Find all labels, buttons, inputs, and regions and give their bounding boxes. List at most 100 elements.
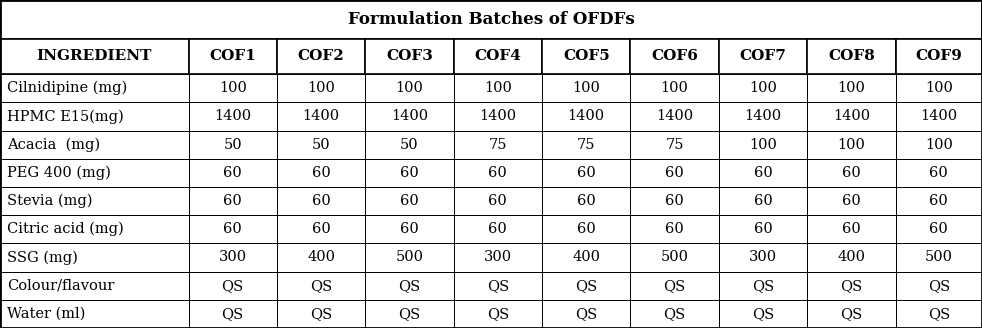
- Bar: [896, 272, 982, 300]
- Bar: [277, 187, 365, 215]
- Bar: [719, 300, 807, 328]
- Text: 100: 100: [573, 81, 600, 95]
- Text: Acacia  (mg): Acacia (mg): [7, 137, 100, 152]
- Bar: [807, 243, 896, 272]
- Bar: [896, 39, 982, 74]
- Text: COF2: COF2: [298, 50, 345, 63]
- Text: 60: 60: [576, 166, 596, 180]
- Bar: [896, 243, 982, 272]
- Text: QS: QS: [310, 279, 332, 293]
- Text: 60: 60: [576, 222, 596, 236]
- Text: 60: 60: [488, 166, 508, 180]
- Text: 60: 60: [929, 166, 949, 180]
- Text: 100: 100: [396, 81, 423, 95]
- Bar: [0, 131, 189, 159]
- Bar: [189, 74, 277, 102]
- Bar: [189, 243, 277, 272]
- Bar: [277, 39, 365, 74]
- Text: COF6: COF6: [651, 50, 698, 63]
- Text: 60: 60: [842, 194, 861, 208]
- Text: QS: QS: [222, 307, 244, 321]
- Bar: [807, 300, 896, 328]
- Bar: [365, 187, 454, 215]
- Text: 500: 500: [661, 251, 688, 264]
- Text: 300: 300: [219, 251, 246, 264]
- Text: QS: QS: [664, 307, 685, 321]
- Text: 60: 60: [929, 194, 949, 208]
- Bar: [365, 159, 454, 187]
- Bar: [807, 187, 896, 215]
- Bar: [0, 300, 189, 328]
- Bar: [630, 243, 719, 272]
- Text: QS: QS: [841, 307, 862, 321]
- Text: 60: 60: [929, 222, 949, 236]
- Bar: [542, 243, 630, 272]
- Bar: [542, 159, 630, 187]
- Bar: [0, 243, 189, 272]
- Text: 60: 60: [842, 222, 861, 236]
- Bar: [365, 243, 454, 272]
- Text: 100: 100: [838, 81, 865, 95]
- Bar: [542, 74, 630, 102]
- Text: 100: 100: [749, 138, 777, 152]
- Text: COF4: COF4: [474, 50, 521, 63]
- Bar: [896, 102, 982, 131]
- Bar: [719, 102, 807, 131]
- Text: 60: 60: [311, 222, 331, 236]
- Text: QS: QS: [487, 307, 509, 321]
- Bar: [719, 215, 807, 243]
- Text: Formulation Batches of OFDFs: Formulation Batches of OFDFs: [348, 11, 634, 28]
- Text: 400: 400: [307, 251, 335, 264]
- Bar: [542, 39, 630, 74]
- Text: QS: QS: [310, 307, 332, 321]
- Bar: [542, 102, 630, 131]
- Bar: [0, 0, 982, 39]
- Text: 60: 60: [223, 166, 243, 180]
- Text: QS: QS: [928, 279, 950, 293]
- Text: QS: QS: [841, 279, 862, 293]
- Text: COF9: COF9: [915, 50, 962, 63]
- Bar: [454, 187, 542, 215]
- Text: 400: 400: [573, 251, 600, 264]
- Text: HPMC E15(mg): HPMC E15(mg): [7, 109, 124, 124]
- Bar: [896, 159, 982, 187]
- Text: 500: 500: [925, 251, 953, 264]
- Bar: [0, 272, 189, 300]
- Bar: [630, 159, 719, 187]
- Text: QS: QS: [487, 279, 509, 293]
- Text: 60: 60: [665, 222, 684, 236]
- Text: 1400: 1400: [391, 110, 428, 123]
- Bar: [896, 187, 982, 215]
- Bar: [277, 159, 365, 187]
- Text: 1400: 1400: [568, 110, 605, 123]
- Text: COF1: COF1: [209, 50, 256, 63]
- Bar: [542, 131, 630, 159]
- Text: 100: 100: [838, 138, 865, 152]
- Text: 60: 60: [576, 194, 596, 208]
- Text: 100: 100: [925, 81, 953, 95]
- Bar: [365, 39, 454, 74]
- Bar: [630, 74, 719, 102]
- Bar: [0, 102, 189, 131]
- Bar: [807, 102, 896, 131]
- Bar: [0, 159, 189, 187]
- Text: 50: 50: [224, 138, 242, 152]
- Text: 60: 60: [223, 222, 243, 236]
- Bar: [189, 131, 277, 159]
- Text: Colour/flavour: Colour/flavour: [7, 279, 114, 293]
- Text: QS: QS: [575, 279, 597, 293]
- Bar: [189, 187, 277, 215]
- Bar: [365, 272, 454, 300]
- Bar: [719, 131, 807, 159]
- Text: 300: 300: [484, 251, 512, 264]
- Text: 60: 60: [753, 222, 773, 236]
- Text: 1400: 1400: [833, 110, 870, 123]
- Bar: [189, 272, 277, 300]
- Bar: [807, 74, 896, 102]
- Text: QS: QS: [664, 279, 685, 293]
- Text: 75: 75: [577, 138, 595, 152]
- Text: 60: 60: [311, 166, 331, 180]
- Bar: [454, 131, 542, 159]
- Text: 100: 100: [925, 138, 953, 152]
- Bar: [0, 187, 189, 215]
